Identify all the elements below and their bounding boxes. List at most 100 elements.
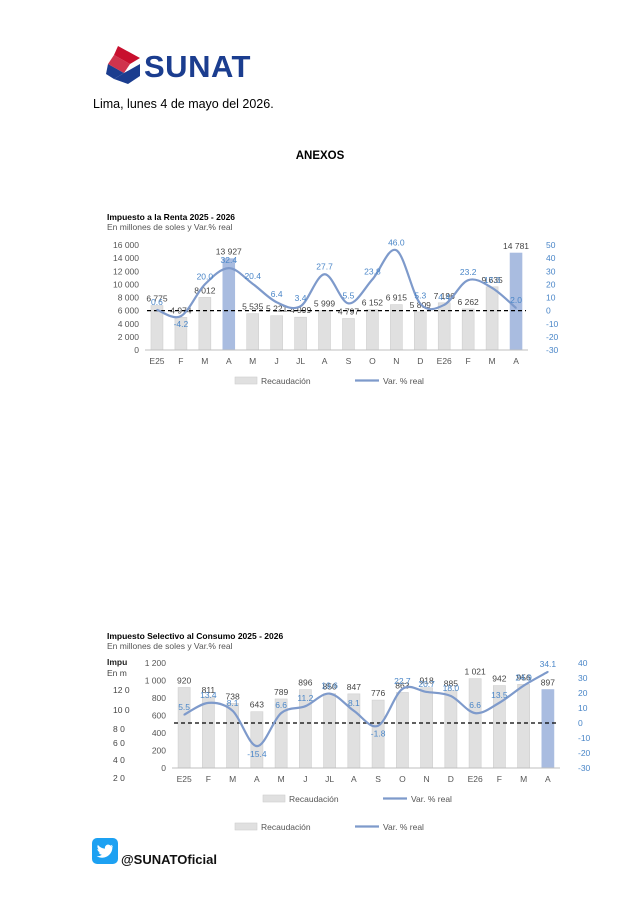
chart1-var-label: 23.2 xyxy=(460,267,477,277)
chart2-y-right-tick: 0 xyxy=(578,718,583,728)
chart2-x-tick: E26 xyxy=(468,774,483,784)
chart2-y-left-tick: 600 xyxy=(152,711,166,721)
chart2-var-label: 5.5 xyxy=(178,702,190,712)
chart1-legend-bar-label: Recaudación xyxy=(261,376,311,386)
twitter-handle: @SUNATOficial xyxy=(121,852,217,867)
chart2-var-label: 8.1 xyxy=(348,698,360,708)
chart2-var-point xyxy=(353,710,355,712)
chart1-x-tick: A xyxy=(513,356,519,366)
chart1-y-left-tick: 2 000 xyxy=(118,332,140,342)
chart2-var-point xyxy=(256,745,258,747)
chart2-var-point xyxy=(547,671,549,673)
chart2-var-point xyxy=(377,724,379,727)
chart1-title: Impuesto a la Renta 2025 - 2026 xyxy=(107,212,236,222)
ghost-axis-tick: 6 0 xyxy=(113,738,125,748)
chart1-var-point xyxy=(419,302,422,305)
chart2-var-point xyxy=(474,712,476,714)
chart1-x-tick: F xyxy=(466,356,471,366)
chart2-var-label: 19.6 xyxy=(321,681,338,691)
chart1-var-label: 23.8 xyxy=(364,266,381,276)
chart1-var-label: 20.0 xyxy=(197,271,214,281)
chart1-var-label: 4.4 xyxy=(438,292,450,302)
chart2-legend-bar-swatch xyxy=(262,794,286,803)
chart2-var-label: 13.5 xyxy=(491,690,508,700)
chart1-var-label: 20.4 xyxy=(244,271,261,281)
chart1-var-point xyxy=(275,301,278,304)
chart2-y-right-tick: 40 xyxy=(578,658,588,668)
chart2-var-label: 6.6 xyxy=(275,700,287,710)
chart1-legend-line-label: Var. % real xyxy=(383,376,424,386)
chart1-var-point xyxy=(515,307,517,309)
chart2-x-tick: D xyxy=(448,774,454,784)
chart1-y-left-tick: 4 000 xyxy=(118,319,140,329)
chart1-x-tick: M xyxy=(201,356,208,366)
chart2-var-label: -15.4 xyxy=(247,749,267,759)
chart2-x-tick: M xyxy=(229,774,236,784)
chart2-var-point xyxy=(498,701,501,704)
chart1-var-point xyxy=(491,287,493,289)
chart1-var-point xyxy=(395,249,398,252)
chart2-var-point xyxy=(280,712,282,714)
chart1-x-tick: F xyxy=(178,356,183,366)
chart2-y-left-tick: 400 xyxy=(152,728,166,738)
chart2-y-left-tick: 1 000 xyxy=(145,676,167,686)
chart2-var-label: 8.1 xyxy=(227,698,239,708)
chart1-var-label: -4.2 xyxy=(174,319,189,329)
chart1-bar-label: 7 196 xyxy=(434,291,456,301)
chart1-y-left-tick: 6 000 xyxy=(118,306,140,316)
annex-heading: ANEXOS xyxy=(295,150,345,162)
chart1-y-right-tick: 0 xyxy=(546,306,551,316)
chart2-bar-label: 897 xyxy=(541,678,555,688)
chart2-var-point xyxy=(425,691,428,693)
chart2-var-label: 22.7 xyxy=(394,676,411,686)
chart1-x-tick: M xyxy=(249,356,256,366)
chart1-var-label: 32.4 xyxy=(221,255,238,265)
chart2-bar-label: 956 xyxy=(517,672,531,682)
chart1-var-point xyxy=(323,273,326,276)
chart1-bar-label: 6 262 xyxy=(458,297,480,307)
chart2-x-tick: S xyxy=(375,774,381,784)
chart1-x-tick: A xyxy=(226,356,232,366)
chart1-y-left-tick: 8 000 xyxy=(118,293,140,303)
chart1-bar-label: 9 635 xyxy=(481,275,503,285)
chart1-bar-label: 6 915 xyxy=(386,293,408,303)
chart2-y-right-tick: -30 xyxy=(578,763,591,773)
chart2-x-tick: M xyxy=(278,774,285,784)
chart1-var-label: 5.5 xyxy=(343,290,355,300)
chart1-bar-label: 5 535 xyxy=(242,302,264,312)
chart1-x-tick: O xyxy=(369,356,376,366)
ghost-axis-tick: 2 0 xyxy=(113,773,125,783)
chart2-var-label: 13.4 xyxy=(200,690,217,700)
chart2-bar-label: 643 xyxy=(250,700,264,710)
sunat-logo-icon xyxy=(106,46,140,84)
chart1-x-tick: S xyxy=(346,356,352,366)
chart1-y-right-tick: 40 xyxy=(546,253,556,263)
chart1-var-point xyxy=(299,305,302,307)
chart1-legend-bar-swatch xyxy=(234,376,258,385)
chart2-legend-bar-label: Recaudación xyxy=(289,794,339,804)
chart1-bar-label: 5 999 xyxy=(314,299,336,309)
chart2-var-point xyxy=(207,702,210,704)
chart1-var-label: 6.4 xyxy=(271,289,283,299)
chart1-x-tick: D xyxy=(417,356,423,366)
chart2-var-label: 18.0 xyxy=(443,683,460,693)
chart2-var-point xyxy=(304,705,307,707)
chart2-y-left-tick: 200 xyxy=(152,746,166,756)
chart1-bar-label: 4 974 xyxy=(170,305,192,315)
chart2-bar-label: 847 xyxy=(347,682,361,692)
chart2-y-right-tick: -20 xyxy=(578,748,591,758)
chart1-var-point xyxy=(227,267,230,269)
chart2-var-line xyxy=(183,670,549,748)
ghost-chart-title-fragment: Impu xyxy=(107,657,128,667)
chart2-var-label: 20.7 xyxy=(418,679,435,689)
chart2-x-tick: A xyxy=(351,774,357,784)
chart1-y-right-tick: 50 xyxy=(546,240,556,250)
chart2-x-tick: A xyxy=(254,774,260,784)
chart1-bar-label: 14 781 xyxy=(503,241,529,251)
chart1-subtitle: En millones de soles y Var.% real xyxy=(107,222,233,232)
chart2-x-tick: F xyxy=(206,774,211,784)
chart1-bar-label: 13 927 xyxy=(216,247,242,257)
chart2-y-left-tick: 800 xyxy=(152,693,166,703)
chart1-var-label: 17.3 xyxy=(484,275,501,285)
